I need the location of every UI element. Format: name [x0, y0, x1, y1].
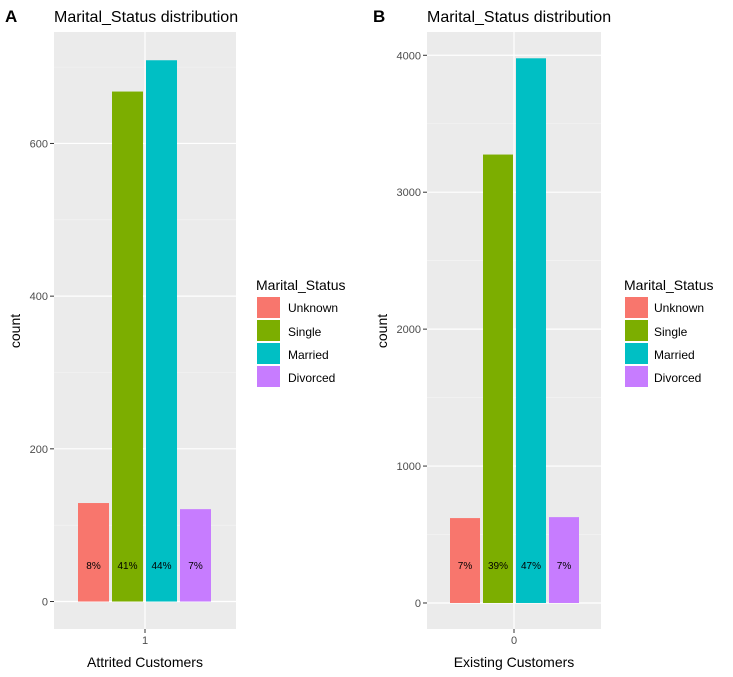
panel-b-y-tick-label-2000: 2000 [397, 324, 421, 336]
panel-b-y-tick-label-0: 0 [415, 598, 421, 610]
panel-a-legend-label-unknown: Unknown [288, 301, 338, 315]
panel-b-y-tick-label-3000: 3000 [397, 187, 421, 199]
panel-a-data-labels: 8% 41% 44% 7% [86, 561, 203, 572]
panel-a-legend-key-unknown [257, 297, 280, 318]
panel-a-legend-label-divorced: Divorced [288, 371, 335, 385]
panel-b-data-label-single: 39% [488, 561, 508, 572]
panel-a-data-label-unknown: 8% [86, 561, 101, 572]
panel-a-legend-title: Marital_Status [256, 277, 345, 293]
panel-a-legend-key-divorced [257, 366, 280, 387]
panel-b-bar-single [483, 154, 513, 603]
panel-b-data-label-divorced: 7% [557, 561, 572, 572]
panel-b-legend-label-single: Single [654, 325, 688, 339]
panel-b-bar-married [516, 58, 546, 603]
panel-a-x-axis-title: Attrited Customers [87, 654, 203, 670]
panel-a-legend-label-single: Single [288, 325, 322, 339]
panel-a-major-gridlines [54, 32, 236, 629]
panel-a-y-axis-title: count [7, 314, 23, 348]
panel-b: B Marital_Status distribution 7% 39% 47%… [373, 7, 713, 670]
panel-a-bar-single [112, 91, 143, 602]
panel-a-y-tick-label-200: 200 [30, 444, 48, 456]
panel-a-y-tick-label-400: 400 [30, 291, 48, 303]
panel-b-bar-unknown [450, 518, 480, 603]
panel-b-legend-key-single [625, 320, 648, 341]
panel-b-data-label-unknown: 7% [458, 561, 473, 572]
panel-a-legend: Marital_Status Unknown Single Married Di… [256, 277, 345, 387]
panel-a-legend-key-single [257, 320, 280, 341]
panel-a-tag: A [5, 7, 17, 26]
panel-b-legend-title: Marital_Status [624, 277, 713, 293]
panel-b-legend-key-divorced [625, 366, 648, 387]
panel-a-title: Marital_Status distribution [54, 9, 238, 26]
panel-a-legend-label-married: Married [288, 348, 329, 362]
panel-b-bar-divorced [549, 517, 579, 603]
panel-a-data-label-divorced: 7% [188, 561, 203, 572]
panel-b-bars [450, 58, 579, 603]
panel-b-legend-key-married [625, 343, 648, 364]
panel-b-legend-label-married: Married [654, 348, 695, 362]
panel-a-data-label-single: 41% [117, 561, 137, 572]
panel-b-x-axis-title: Existing Customers [454, 654, 575, 670]
panel-a-bar-divorced [180, 509, 211, 602]
panel-a-legend-key-married [257, 343, 280, 364]
panel-a-x-tick-label: 1 [142, 635, 148, 647]
panel-b-y-ticks: 0 1000 2000 3000 4000 [397, 50, 427, 610]
panel-b-y-tick-label-4000: 4000 [397, 50, 421, 62]
panel-b-data-labels: 7% 39% 47% 7% [458, 561, 572, 572]
panel-b-legend-key-unknown [625, 297, 648, 318]
panel-a-bar-unknown [78, 503, 109, 602]
panel-b-data-label-married: 47% [521, 561, 541, 572]
panel-a: A Marital_Status distribution 8% 41% 44%… [5, 7, 345, 670]
panel-a-data-label-married: 44% [151, 561, 171, 572]
panel-a-y-tick-label-600: 600 [30, 138, 48, 150]
panel-a-bars [78, 60, 211, 602]
panel-b-title: Marital_Status distribution [427, 9, 611, 26]
panel-a-y-tick-label-0: 0 [42, 597, 48, 609]
panel-b-legend-label-divorced: Divorced [654, 371, 701, 385]
panel-a-y-ticks: 0 200 400 600 [30, 138, 54, 609]
panel-b-legend-label-unknown: Unknown [654, 301, 704, 315]
panel-b-tag: B [373, 7, 385, 26]
panel-a-bar-married [146, 60, 177, 602]
panel-b-y-axis-title: count [374, 314, 390, 348]
panel-b-y-tick-label-1000: 1000 [397, 461, 421, 473]
panel-b-major-gridlines [427, 32, 601, 629]
panel-b-legend: Marital_Status Unknown Single Married Di… [624, 277, 713, 387]
panel-b-x-tick-label: 0 [511, 635, 517, 647]
